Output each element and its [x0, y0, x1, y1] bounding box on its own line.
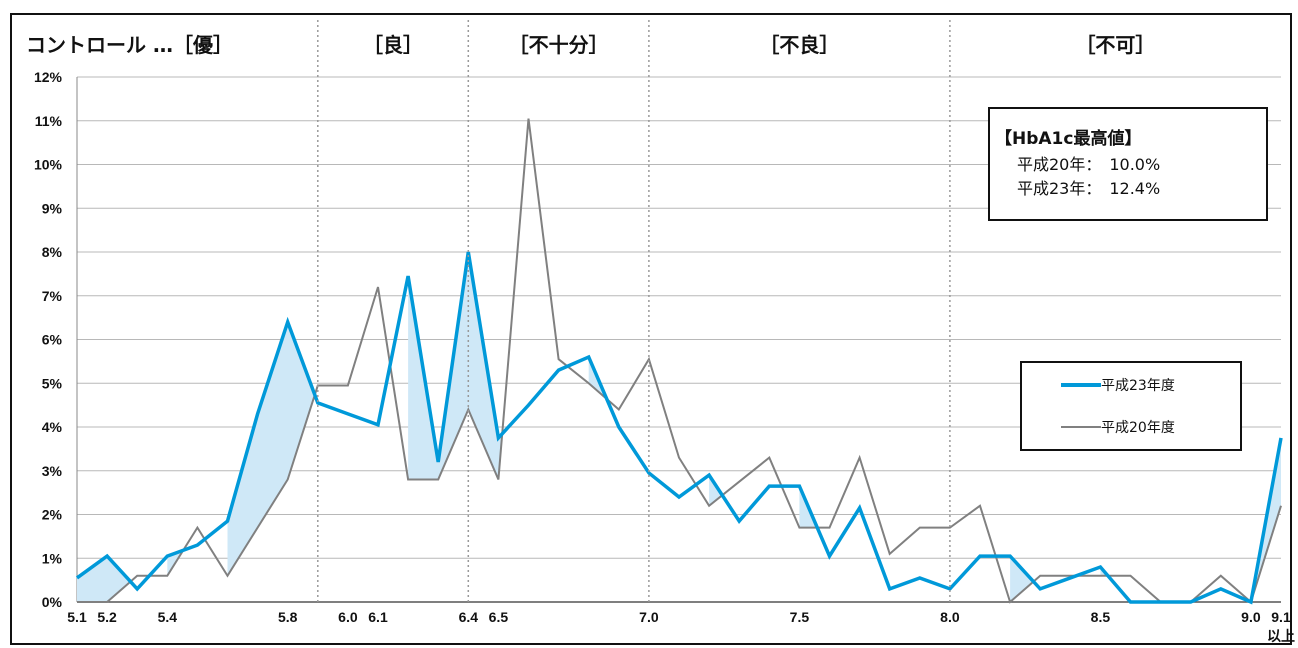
- band-label: コントロール …［優］: [26, 33, 233, 57]
- x-tick-label: 7.5: [790, 609, 810, 625]
- x-tick-label: 5.2: [97, 609, 117, 625]
- x-tick-label: 6.0: [338, 609, 358, 625]
- x-tick-label: 9.1: [1271, 609, 1291, 625]
- y-tick-label: 8%: [42, 244, 63, 260]
- legend-label: 平成23年度: [1101, 378, 1175, 394]
- x-tick-label: 9.0: [1241, 609, 1261, 625]
- y-tick-label: 2%: [42, 507, 63, 523]
- annotation-title: 【HbA1c最高値】: [995, 128, 1141, 149]
- x-tick-label: 5.8: [278, 609, 298, 625]
- x-tick-label: 7.0: [639, 609, 659, 625]
- band-label: ［不十分］: [509, 33, 609, 57]
- x-tick-label: 5.4: [158, 609, 178, 625]
- band-label: ［不可］: [1075, 33, 1155, 57]
- fill-between-region: [77, 556, 131, 602]
- band-label: ［良］: [363, 33, 423, 57]
- legend-box: [1020, 361, 1242, 451]
- x-tick-label: 8.5: [1091, 609, 1111, 625]
- legend-label: 平成20年度: [1101, 420, 1175, 436]
- chart-frame: [10, 13, 1292, 645]
- y-tick-label: 5%: [42, 375, 63, 391]
- x-tick-suffix: 以上: [1267, 628, 1295, 644]
- x-tick-label: 6.4: [459, 609, 479, 625]
- y-tick-label: 12%: [34, 69, 63, 85]
- y-tick-label: 7%: [42, 288, 63, 304]
- annotation-line: 平成20年： 10.0%: [1017, 155, 1160, 174]
- y-tick-label: 11%: [35, 113, 63, 129]
- y-tick-label: 10%: [34, 157, 63, 173]
- y-tick-label: 0%: [42, 594, 63, 610]
- y-tick-label: 1%: [42, 550, 63, 566]
- y-tick-label: 6%: [42, 332, 63, 348]
- y-tick-label: 9%: [42, 200, 63, 216]
- y-tick-label: 4%: [42, 419, 63, 435]
- x-tick-label: 6.5: [489, 609, 509, 625]
- y-tick-label: 3%: [42, 463, 63, 479]
- annotation-line: 平成23年： 12.4%: [1017, 179, 1160, 198]
- x-tick-label: 5.1: [67, 609, 87, 625]
- x-tick-label: 8.0: [940, 609, 960, 625]
- x-tick-label: 6.1: [368, 609, 388, 625]
- fill-between-region: [227, 322, 315, 576]
- annotation-box: [988, 107, 1268, 221]
- band-label: ［不良］: [759, 33, 839, 57]
- series-line-h23: [75, 251, 1283, 605]
- fill-between-region: [1010, 556, 1034, 602]
